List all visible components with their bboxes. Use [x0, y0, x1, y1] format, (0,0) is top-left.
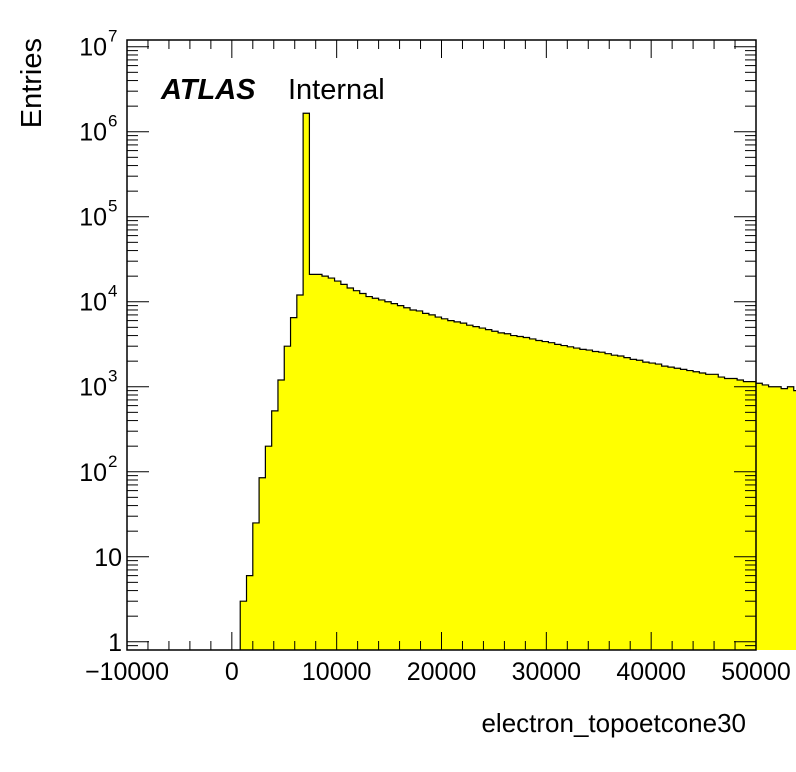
- y-tick-marks: [127, 46, 756, 651]
- y-tick-label: 10 3: [79, 367, 117, 402]
- y-tick-label-base: 10: [79, 204, 107, 232]
- y-tick-label-base: 10: [79, 34, 107, 62]
- status-label: Internal: [288, 74, 385, 106]
- y-tick-label: 10 6: [79, 112, 117, 147]
- y-tick-label-exponent: 5: [108, 197, 117, 216]
- y-tick-label-exponent: 3: [108, 367, 117, 386]
- y-tick-label-exponent: 6: [108, 112, 117, 131]
- y-tick-label: 10 5: [79, 197, 117, 232]
- y-axis-title: Entries: [16, 38, 48, 128]
- x-tick-label: 30000: [512, 658, 582, 686]
- histogram-outline: [239, 112, 796, 650]
- y-tick-label-base: 10: [79, 119, 107, 147]
- y-tick-label-exponent: 7: [108, 27, 117, 46]
- y-tick-label-exponent: 2: [108, 452, 117, 471]
- x-axis-title: electron_topoetcone30: [481, 708, 746, 738]
- y-tick-label-base: 10: [79, 459, 107, 487]
- y-tick-label: 1: [108, 629, 122, 657]
- plot-area: [126, 39, 796, 651]
- plot-frame: [126, 39, 757, 651]
- histogram-fill: [127, 113, 796, 650]
- y-tick-label-base: 10: [94, 544, 122, 572]
- x-tick-labels: −10000 0 10000 20000 30000 40000 50000: [85, 658, 791, 686]
- x-tick-label: −10000: [85, 658, 169, 686]
- y-tick-label-base: 1: [108, 629, 122, 657]
- x-tick-label: 10000: [302, 658, 372, 686]
- y-tick-label: 10: [94, 544, 122, 572]
- y-tick-label: 10 4: [79, 282, 117, 317]
- y-tick-label-exponent: 4: [108, 282, 117, 301]
- y-tick-label: 10 2: [79, 452, 117, 487]
- y-tick-label-base: 10: [79, 289, 107, 317]
- y-tick-label-base: 10: [79, 374, 107, 402]
- atlas-label: ATLAS: [160, 74, 256, 106]
- x-tick-label: 20000: [407, 658, 477, 686]
- y-tick-label: 10 7: [79, 27, 117, 62]
- x-tick-label: 0: [225, 658, 239, 686]
- x-tick-label: 40000: [616, 658, 686, 686]
- x-tick-label: 50000: [721, 658, 791, 686]
